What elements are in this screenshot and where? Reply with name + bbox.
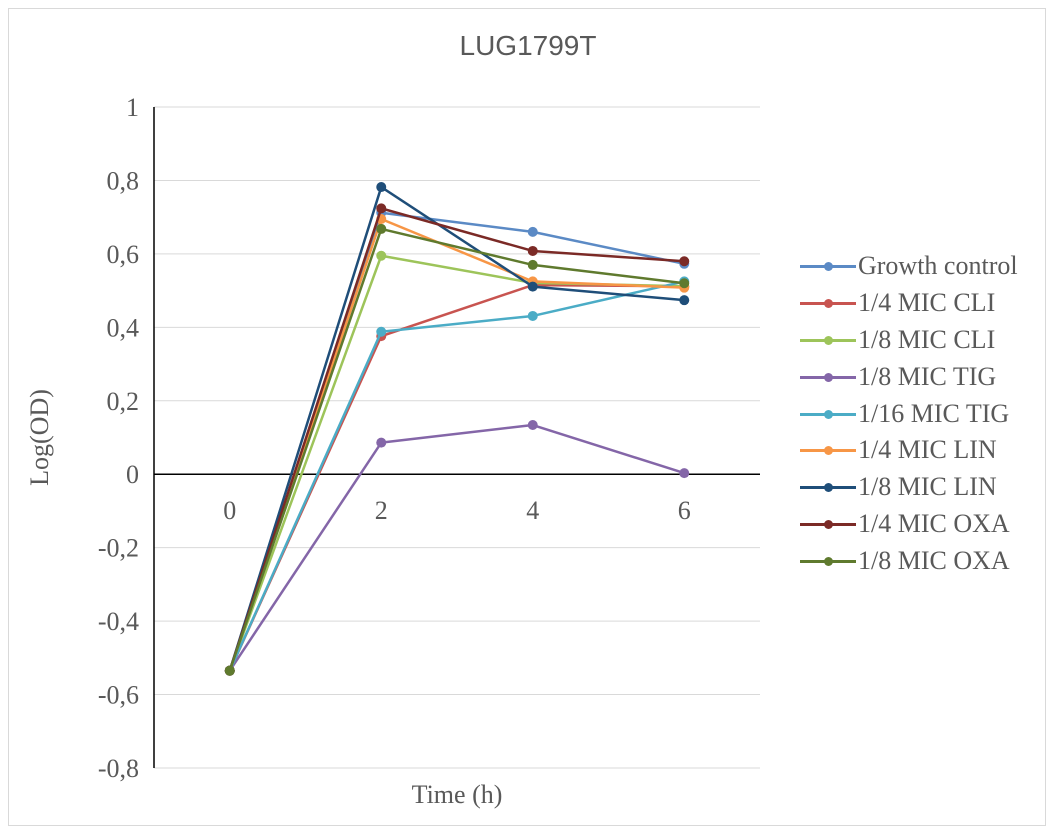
series-growth-control [224,207,690,676]
legend-swatch [800,293,856,313]
legend-label: 1/4 MIC OXA [858,508,1010,538]
y-tick-label: 0,8 [107,166,140,195]
series-1-4-mic-lin [224,214,690,676]
chart-frame [8,8,1046,826]
gridlines [154,106,760,769]
data-point [376,223,387,234]
x-tick-label: 4 [526,496,539,525]
legend-swatch [800,551,856,571]
legend-label: 1/8 MIC TIG [858,361,997,391]
legend-label: 1/16 MIC TIG [858,398,1010,428]
axes [153,107,760,768]
series-line [228,423,685,672]
y-tick-label: -0,8 [98,754,139,783]
x-axis-title: Time (h) [412,780,503,809]
data-point [527,259,538,270]
y-tick-label: -0,6 [98,681,139,710]
legend-label: 1/8 MIC CLI [858,324,996,354]
series-line [228,217,685,672]
series-1-8-mic-tig [224,420,690,676]
data-point [527,420,538,431]
legend-item: 1/8 MIC TIG [800,358,1050,395]
series-1-8-mic-oxa [224,223,690,676]
data-point [376,326,387,337]
y-axis-title: Log(OD) [25,389,54,486]
series-lines [224,182,690,676]
legend-item: 1/8 MIC OXA [800,542,1050,579]
data-point [376,182,387,193]
data-point [527,245,538,256]
legend-item: 1/4 MIC LIN [800,432,1050,469]
data-point [224,665,235,676]
data-point [679,256,690,267]
chart-title: LUG1799T [459,30,597,61]
legend-label: 1/8 MIC LIN [858,472,997,502]
legend-item: 1/4 MIC CLI [800,285,1050,322]
data-point [679,278,690,289]
legend-item: 1/4 MIC OXA [800,506,1050,543]
y-tick-label: 0,6 [107,240,140,269]
legend-swatch [800,256,856,276]
data-point [527,310,538,321]
legend-item: 1/8 MIC LIN [800,469,1050,506]
legend-swatch [800,440,856,460]
axis-labels: -0,8 -0,6 -0,4 -0,2 0 0,2 0,4 0,6 0,8 1 0 2 4 6 Time (… [25,93,691,809]
series-line [228,227,685,672]
y-tick-label: -0,4 [98,607,139,636]
series-line [228,207,685,672]
data-point [679,468,690,479]
y-tick-label: -0,2 [98,534,139,563]
legend-swatch [800,404,856,424]
y-tick-label: 0,4 [107,313,140,342]
data-point [679,295,690,306]
x-tick-label: 6 [678,496,691,525]
y-tick-label: 1 [126,93,139,122]
legend-label: 1/8 MIC OXA [858,545,1010,575]
series-line [228,185,685,672]
legend-item: 1/16 MIC TIG [800,395,1050,432]
legend-item: 1/8 MIC CLI [800,322,1050,359]
legend: Growth control 1/4 MIC CLI 1/8 MIC CLI 1/8 … [800,248,1050,579]
legend-swatch [800,330,856,350]
legend-swatch [800,514,856,534]
y-tick-label: 0,2 [107,387,140,416]
data-point [527,226,538,237]
x-tick-label: 2 [375,496,388,525]
legend-item: Growth control [800,248,1050,285]
y-tick-label: 0 [126,460,139,489]
data-point [527,281,538,292]
legend-swatch [800,367,856,387]
data-point [376,203,387,214]
legend-label: Growth control [858,251,1018,281]
data-point [376,250,387,261]
legend-swatch [800,477,856,497]
x-tick-label: 0 [223,496,236,525]
series-line [228,283,685,672]
legend-label: 1/4 MIC CLI [858,288,996,318]
legend-label: 1/4 MIC LIN [858,435,997,465]
data-point [376,437,387,448]
series-line [228,211,685,672]
series-line [228,280,685,672]
